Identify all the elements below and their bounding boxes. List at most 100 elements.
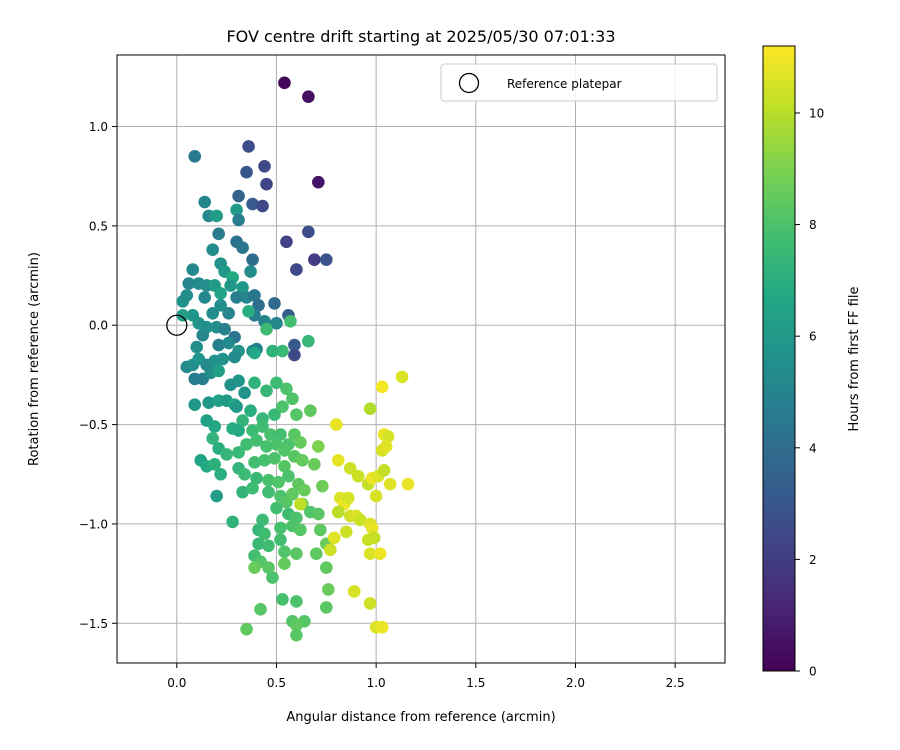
- data-point: [363, 402, 377, 415]
- data-point: [188, 150, 202, 163]
- data-point: [198, 291, 212, 304]
- data-point: [206, 307, 219, 320]
- data-point: [212, 338, 225, 352]
- data-point: [230, 291, 243, 304]
- data-point: [302, 90, 315, 104]
- data-point: [278, 459, 291, 473]
- data-point: [244, 265, 257, 278]
- data-point: [240, 438, 253, 451]
- data-point: [216, 352, 229, 366]
- data-point: [246, 197, 259, 211]
- data-point: [272, 475, 285, 489]
- data-point: [310, 547, 323, 561]
- data-point: [236, 485, 249, 499]
- data-point: [339, 525, 353, 539]
- reference-platepar-marker: [166, 314, 188, 336]
- data-point: [180, 289, 194, 302]
- y-tick-label: −0.5: [79, 418, 108, 432]
- data-point: [220, 448, 233, 461]
- data-point: [294, 523, 307, 537]
- data-point: [248, 561, 261, 574]
- data-point: [248, 376, 261, 390]
- data-point: [248, 456, 261, 469]
- data-point: [270, 376, 283, 390]
- data-point: [260, 440, 273, 453]
- data-point: [304, 404, 317, 417]
- data-point: [351, 469, 365, 483]
- data-point: [329, 418, 343, 431]
- data-point: [214, 467, 227, 481]
- data-point: [188, 398, 202, 411]
- data-point: [186, 263, 200, 276]
- data-point: [353, 513, 367, 527]
- data-point: [214, 287, 227, 300]
- data-point: [296, 454, 309, 467]
- x-axis-ticks: 0.0 0.5 1.0 1.5 2.0 2.5: [167, 663, 685, 690]
- data-point: [230, 400, 243, 413]
- x-tick-label: 2.0: [566, 676, 585, 690]
- data-point: [218, 322, 231, 336]
- data-point: [341, 491, 355, 505]
- data-point: [252, 537, 265, 551]
- data-point: [206, 243, 219, 257]
- data-point: [268, 452, 281, 465]
- data-point: [236, 241, 249, 255]
- data-point: [320, 561, 333, 574]
- y-tick-label: 0.5: [89, 219, 108, 233]
- data-point: [276, 344, 289, 358]
- data-point: [236, 281, 249, 294]
- data-point: [288, 348, 301, 362]
- data-points: [176, 76, 415, 642]
- data-point: [224, 279, 237, 292]
- colorbar-gradient: [762, 45, 796, 672]
- data-point: [347, 585, 361, 598]
- data-point: [270, 501, 283, 515]
- y-tick-label: −1.0: [79, 517, 108, 531]
- data-point: [320, 601, 333, 614]
- data-point: [230, 203, 243, 217]
- colorbar-tick-label: 10: [809, 106, 824, 120]
- data-point: [238, 386, 251, 400]
- legend-box: [440, 63, 718, 102]
- y-axis-label: Rotation from reference (arcmin): [27, 252, 42, 466]
- data-point: [280, 235, 293, 249]
- x-tick-label: 1.5: [466, 676, 485, 690]
- data-point: [222, 307, 235, 320]
- data-point: [252, 299, 265, 312]
- data-point: [280, 382, 293, 396]
- data-point: [266, 344, 279, 358]
- data-point: [182, 277, 196, 290]
- data-point: [278, 545, 291, 559]
- data-point: [312, 175, 325, 189]
- data-point: [260, 322, 273, 336]
- data-point: [290, 547, 303, 561]
- data-point: [312, 507, 325, 521]
- data-point: [302, 334, 315, 348]
- data-point: [274, 521, 287, 535]
- x-tick-label: 0.5: [267, 676, 286, 690]
- data-point: [190, 340, 204, 354]
- data-point: [286, 392, 299, 406]
- data-point: [373, 547, 387, 561]
- data-point: [270, 316, 283, 330]
- data-point: [232, 446, 245, 459]
- x-tick-label: 1.0: [367, 676, 386, 690]
- data-point: [212, 227, 225, 241]
- x-tick-label: 0.0: [167, 676, 186, 690]
- colorbar-label: Hours from first FF file: [847, 286, 862, 431]
- data-point: [226, 515, 239, 529]
- data-point: [246, 424, 259, 437]
- colorbar: 0 2 4 6 8 10 Hours from first FF file: [762, 45, 862, 679]
- colorbar-tick-label: 4: [809, 441, 817, 455]
- data-point: [290, 408, 303, 421]
- data-point: [210, 209, 223, 223]
- data-point: [240, 622, 253, 636]
- data-point: [250, 434, 263, 447]
- colorbar-ticks: 0 2 4 6 8 10: [795, 106, 824, 679]
- data-point: [381, 430, 395, 443]
- data-point: [268, 297, 281, 310]
- data-point: [282, 469, 295, 483]
- data-point: [363, 547, 377, 561]
- data-point: [246, 253, 259, 266]
